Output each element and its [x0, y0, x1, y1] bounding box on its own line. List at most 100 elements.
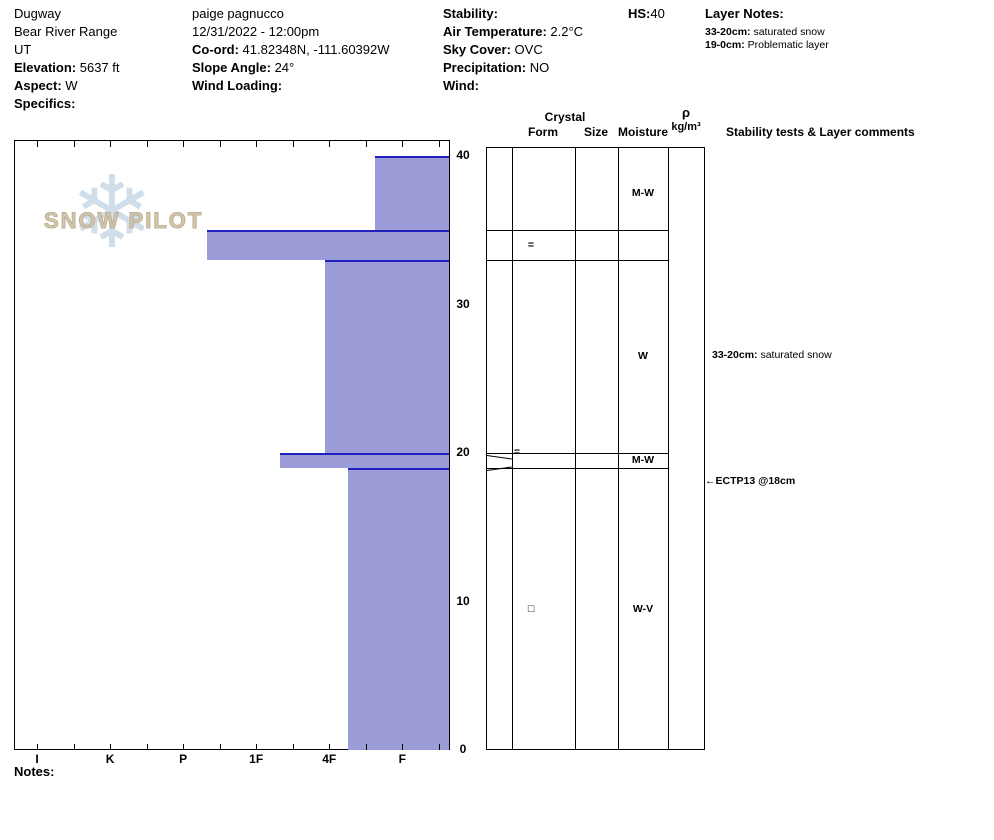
wind-loading: Wind Loading:	[192, 77, 390, 95]
hardness-axis-tick	[402, 744, 404, 750]
hardness-axis-tick	[329, 744, 331, 750]
hardness-axis-tick	[365, 744, 367, 750]
observation-datetime: 12/31/2022 - 12:00pm	[192, 24, 320, 39]
moisture-column-header: Moisture	[617, 125, 669, 139]
elevation-label: Elevation:	[14, 60, 77, 75]
sky-cover-label: Sky Cover:	[443, 42, 511, 57]
size-column-header: Size	[583, 125, 609, 139]
moisture-value: W-V	[632, 602, 654, 615]
slope-angle-value: 24°	[270, 60, 295, 75]
coordinates-label: Co-ord:	[192, 42, 239, 57]
hardness-axis-tick	[292, 744, 294, 750]
air-temperature-label: Air Temperature:	[443, 24, 547, 39]
grid-column-divider	[575, 147, 576, 750]
precipitation: Precipitation: NO	[443, 59, 583, 77]
stability-label: Stability:	[443, 6, 498, 21]
hardness-axis-tick	[438, 744, 440, 750]
coordinates-value: 41.82348N, -111.60392W	[238, 42, 390, 57]
depth-label-10cm: 10	[456, 593, 470, 608]
grid-layer-boundary-35cm	[486, 230, 668, 232]
hardness-axis-tick	[73, 744, 75, 750]
header-location-column: Dugway Bear River Range UT Elevation: 56…	[14, 5, 120, 113]
grid-layer-boundary-19cm	[486, 467, 668, 469]
layer-data-grid	[486, 147, 705, 750]
hardness-axis-tick	[37, 141, 39, 147]
layer-bar-19-0cm	[347, 467, 449, 750]
sky-cover-value: OVC	[510, 42, 543, 57]
hardness-chart-plot-area	[14, 140, 450, 750]
hardness-label-K: K	[105, 752, 115, 766]
hardness-label-P: P	[179, 752, 188, 766]
hardness-axis-tick	[146, 141, 148, 147]
grid-column-divider	[618, 147, 619, 750]
layer-bar-40-35cm	[375, 156, 449, 231]
hardness-axis-tick	[73, 141, 75, 147]
moisture-value: M-W	[631, 454, 655, 467]
hardness-axis-tick	[110, 744, 112, 750]
aspect: Aspect: W	[14, 77, 120, 95]
layer-comment: 33-20cm: saturated snow	[712, 349, 832, 361]
layer-note: 19-0cm: Problematic layer	[705, 39, 829, 52]
layer-comment-range: 33-20cm:	[712, 349, 758, 362]
hardness-axis-tick	[219, 744, 221, 750]
aspect-value: W	[61, 78, 78, 93]
precipitation-label: Precipitation:	[443, 60, 527, 75]
density-symbol-header: ρ	[681, 105, 691, 120]
layer-bar-33-20cm	[324, 259, 449, 453]
hardness-axis-tick	[402, 141, 404, 147]
layer-comment-text: saturated snow	[757, 349, 832, 362]
notes-label: Notes:	[14, 764, 55, 779]
header-hs-column: HS:40	[628, 5, 665, 23]
hardness-axis-tick	[37, 744, 39, 750]
header-layer-notes-column: Layer Notes: 33-20cm: saturated snow 19-…	[705, 5, 829, 51]
depth-label-30cm: 30	[456, 296, 470, 311]
layer-note-range: 33-20cm:	[705, 26, 751, 38]
form-column-header: Form	[528, 125, 558, 139]
hardness-axis-tick	[256, 744, 258, 750]
grid-column-divider	[668, 147, 669, 750]
density-units-header: kg/m³	[671, 121, 701, 133]
header-observer-column: paige pagnucco 12/31/2022 - 12:00pm Co-o…	[192, 5, 390, 95]
layer-note: 33-20cm: saturated snow	[705, 26, 829, 39]
hardness-axis-tick	[438, 141, 440, 147]
specifics-label: Specifics:	[14, 96, 76, 111]
hardness-axis-tick	[183, 744, 185, 750]
layer-note-text: Problematic layer	[744, 38, 829, 51]
precipitation-value: NO	[526, 60, 550, 75]
hardness-axis-tick	[365, 141, 367, 147]
layer-bar-20-19cm	[279, 453, 449, 468]
observer-name: paige pagnucco	[192, 6, 284, 21]
stability-test-annotation: ←ECTP13 @18cm	[705, 474, 796, 487]
layer-notes-title: Layer Notes:	[705, 6, 784, 21]
sky-cover: Sky Cover: OVC	[443, 41, 583, 59]
hardness-axis-tick	[183, 141, 185, 147]
layer-bar-35-33cm	[207, 230, 449, 260]
hardness-label-I: I	[35, 752, 39, 766]
grain-form-symbol: =	[513, 446, 521, 458]
moisture-value: M-W	[631, 187, 655, 200]
stability: Stability:	[443, 5, 583, 23]
hardness-label-1F: 1F	[249, 752, 264, 766]
grain-form-symbol: =	[527, 239, 535, 252]
grid-layer-boundary-33cm	[486, 259, 668, 261]
hardness-axis-tick	[110, 141, 112, 147]
depth-label-20cm: 20	[456, 445, 470, 459]
hardness-label-F: F	[398, 752, 406, 766]
mountain-range: Bear River Range	[14, 24, 118, 39]
snow-height: HS:40	[628, 5, 665, 23]
coordinates: Co-ord: 41.82348N, -111.60392W	[192, 41, 390, 59]
slope-angle: Slope Angle: 24°	[192, 59, 390, 77]
wind-label: Wind:	[443, 78, 479, 93]
slope-angle-label: Slope Angle:	[192, 60, 271, 75]
hardness-axis-tick	[292, 141, 294, 147]
hardness-axis-tick	[329, 141, 331, 147]
wind: Wind:	[443, 77, 583, 95]
snow-height-value: 40	[650, 6, 665, 21]
hardness-axis-tick	[219, 141, 221, 147]
air-temperature: Air Temperature: 2.2°C	[443, 23, 583, 41]
crystal-column-header: Crystal	[544, 110, 586, 124]
elevation: Elevation: 5637 ft	[14, 59, 120, 77]
state: UT	[14, 42, 32, 57]
